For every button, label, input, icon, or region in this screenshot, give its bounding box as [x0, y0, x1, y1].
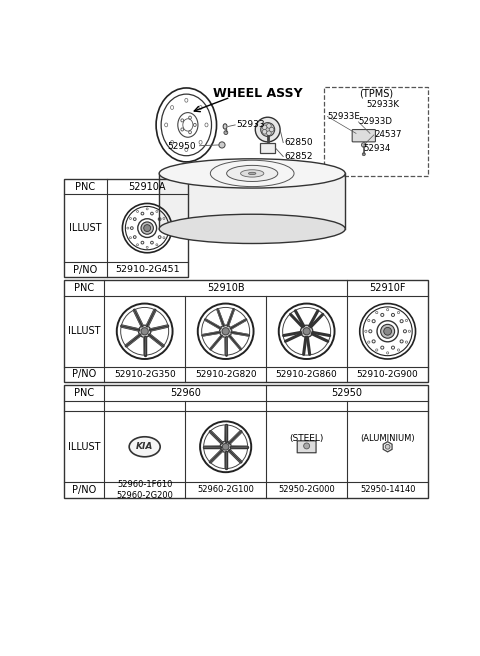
Circle shape	[141, 222, 154, 234]
Polygon shape	[383, 441, 392, 452]
Bar	[324, 87, 428, 176]
Text: P/NO: P/NO	[72, 485, 96, 495]
Circle shape	[222, 443, 229, 450]
Ellipse shape	[266, 131, 271, 136]
Circle shape	[304, 443, 310, 449]
Text: P/NO: P/NO	[72, 369, 96, 379]
Circle shape	[144, 224, 151, 232]
Ellipse shape	[129, 437, 160, 457]
Text: 52950: 52950	[332, 388, 362, 398]
Circle shape	[141, 328, 148, 335]
Text: 52910-2G451: 52910-2G451	[115, 265, 180, 274]
Ellipse shape	[262, 125, 267, 130]
Text: 52950-2G000: 52950-2G000	[278, 485, 335, 495]
Text: 52910-2G820: 52910-2G820	[195, 370, 256, 379]
Circle shape	[303, 328, 310, 335]
Text: 52933D: 52933D	[359, 117, 392, 127]
Ellipse shape	[249, 173, 256, 174]
Circle shape	[219, 142, 225, 148]
Text: (STEEL): (STEEL)	[289, 434, 324, 443]
Text: (TPMS): (TPMS)	[359, 89, 393, 98]
Text: 52910-2G350: 52910-2G350	[114, 370, 176, 379]
Circle shape	[261, 123, 275, 136]
Circle shape	[224, 131, 228, 134]
Ellipse shape	[159, 159, 345, 188]
Circle shape	[381, 324, 395, 338]
Text: 62852: 62852	[285, 152, 313, 161]
Text: PNC: PNC	[74, 388, 94, 398]
Text: PNC: PNC	[75, 182, 95, 192]
Text: 52950: 52950	[167, 142, 196, 151]
Bar	[64, 385, 428, 498]
Text: ILLUST: ILLUST	[68, 326, 100, 337]
Circle shape	[384, 327, 392, 335]
Text: KIA: KIA	[136, 442, 153, 451]
Text: 52910B: 52910B	[207, 283, 244, 293]
Text: 52950-14140: 52950-14140	[360, 485, 415, 495]
FancyBboxPatch shape	[352, 129, 375, 142]
Ellipse shape	[223, 124, 227, 129]
Text: ILLUST: ILLUST	[68, 441, 100, 452]
Text: 52910-2G860: 52910-2G860	[276, 370, 337, 379]
Text: 52910-2G900: 52910-2G900	[357, 370, 419, 379]
Circle shape	[300, 325, 313, 337]
Circle shape	[219, 325, 232, 337]
Text: 52934: 52934	[364, 144, 391, 154]
Text: WHEEL ASSY: WHEEL ASSY	[213, 87, 302, 100]
Text: ILLUST: ILLUST	[69, 223, 101, 233]
Circle shape	[361, 142, 366, 147]
Circle shape	[362, 153, 365, 155]
Ellipse shape	[227, 165, 278, 182]
FancyBboxPatch shape	[297, 441, 316, 453]
Ellipse shape	[269, 127, 274, 132]
Text: 24537: 24537	[374, 131, 401, 140]
Text: 52960-2G100: 52960-2G100	[197, 485, 254, 495]
Text: 52933: 52933	[237, 119, 265, 129]
Circle shape	[222, 328, 229, 335]
Circle shape	[139, 325, 151, 337]
Text: PNC: PNC	[74, 283, 94, 293]
Circle shape	[255, 117, 280, 142]
Text: P/NO: P/NO	[73, 264, 97, 275]
Text: (ALUMINIUM): (ALUMINIUM)	[360, 434, 415, 443]
Ellipse shape	[240, 170, 264, 177]
Text: 52933E: 52933E	[327, 112, 360, 121]
Text: 62850: 62850	[285, 138, 313, 147]
Bar	[64, 179, 188, 277]
Ellipse shape	[262, 129, 267, 134]
Text: 52960-1F610
52960-2G200: 52960-1F610 52960-2G200	[116, 480, 173, 500]
Circle shape	[385, 444, 390, 449]
Text: 52910F: 52910F	[370, 283, 406, 293]
Bar	[64, 281, 428, 382]
Ellipse shape	[266, 123, 271, 128]
Ellipse shape	[159, 215, 345, 243]
Text: 52910A: 52910A	[129, 182, 166, 192]
Text: 52960: 52960	[170, 388, 201, 398]
Polygon shape	[159, 173, 345, 229]
Circle shape	[220, 441, 231, 453]
Text: 52933K: 52933K	[366, 100, 399, 109]
Bar	[260, 144, 276, 154]
